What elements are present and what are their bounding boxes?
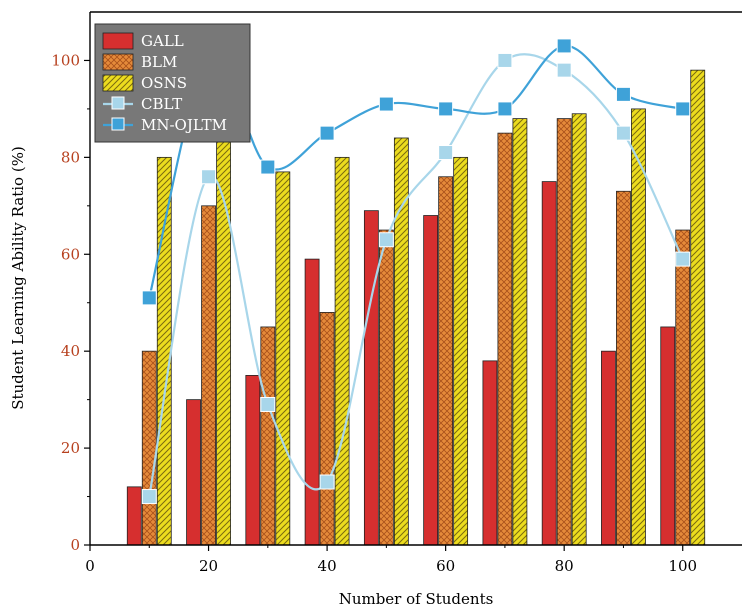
bar-gall-100 [660,326,676,546]
bar-gall-90 [601,350,616,546]
bar-blm-20 [201,205,216,546]
bar-osns-90 [631,108,646,546]
bar-blm-50 [378,229,394,546]
point-cblt-100 [675,251,691,267]
point-mn-ojltm-80 [556,38,572,54]
point-mn-ojltm-100 [675,101,691,117]
point-cblt-20 [201,169,217,185]
bar-osns-100 [690,69,706,546]
bar-gall-30 [245,375,261,546]
point-mn-ojltm-70 [497,101,513,117]
legend-label-mn-ojltm: MN-OJLTM [141,116,227,134]
point-cblt-50 [378,232,394,248]
bar-osns-70 [512,118,528,546]
x-axis-title: Number of Students [339,590,494,608]
bar-gall-20 [186,399,201,546]
x-tick-label-80: 80 [555,557,574,575]
y-tick-label-60: 60 [61,245,80,263]
bar-gall-60 [423,215,439,546]
bar-osns-30 [275,171,291,546]
point-cblt-70 [497,52,513,68]
y-tick-label-0: 0 [70,536,80,554]
x-tick-label-20: 20 [199,557,218,575]
x-tick-label-40: 40 [318,557,337,575]
point-mn-ojltm-10 [141,290,157,306]
point-mn-ojltm-40 [319,125,335,141]
legend-swatch-blm [102,53,134,71]
x-tick-label-0: 0 [85,557,95,575]
bar-osns-10 [156,156,172,546]
bar-gall-70 [482,360,498,546]
legend-items: GALL BLM OSNS CBLT MN-OJLTM [102,32,227,134]
bar-blm-30 [260,326,276,546]
x-tick-label-60: 60 [436,557,455,575]
bar-blm-70 [497,132,513,546]
point-mn-ojltm-90 [615,86,631,102]
point-cblt-60 [438,145,454,161]
legend-swatch-gall [102,32,134,50]
bar-gall-80 [541,181,557,546]
bar-gall-40 [304,258,320,546]
point-mn-ojltm-60 [438,101,454,117]
bar-blm-90 [616,190,631,546]
y-tick-label-20: 20 [61,439,80,457]
y-axis-title: Student Learning Ability Ratio (%) [9,146,27,410]
lines-layer [141,38,691,505]
ticks-layer: 0 20 40 60 80 100 0 20 40 60 80 100 [51,51,697,575]
y-tick-label-40: 40 [61,342,80,360]
point-cblt-10 [141,489,157,505]
x-tick-label-100: 100 [668,557,697,575]
bar-osns-40 [334,156,350,546]
bar-osns-80 [571,113,587,546]
bar-osns-60 [453,156,469,546]
bar-blm-100 [675,229,691,546]
bar-blm-40 [319,312,335,546]
point-cblt-40 [319,474,335,490]
legend-label-blm: BLM [141,53,177,71]
legend: GALL BLM OSNS CBLT MN-OJLTM [94,23,251,143]
bar-blm-10 [141,350,157,546]
point-cblt-90 [615,125,631,141]
bars-layer [126,69,706,546]
legend-label-gall: GALL [141,32,184,50]
bar-blm-80 [556,118,572,546]
bar-gall-50 [363,210,379,546]
y-tick-label-100: 100 [51,51,80,69]
point-cblt-30 [260,396,276,412]
bar-gall-10 [126,486,142,546]
y-tick-label-80: 80 [61,148,80,166]
legend-swatch-osns [102,74,134,92]
bar-osns-20 [216,132,231,546]
point-cblt-80 [556,62,572,78]
legend-marker-cblt [111,96,125,110]
point-mn-ojltm-50 [378,96,394,112]
legend-label-cblt: CBLT [141,95,182,113]
legend-label-osns: OSNS [141,74,187,92]
bar-blm-60 [438,176,454,546]
legend-marker-mn-ojltm [111,117,125,131]
point-mn-ojltm-30 [260,159,276,175]
